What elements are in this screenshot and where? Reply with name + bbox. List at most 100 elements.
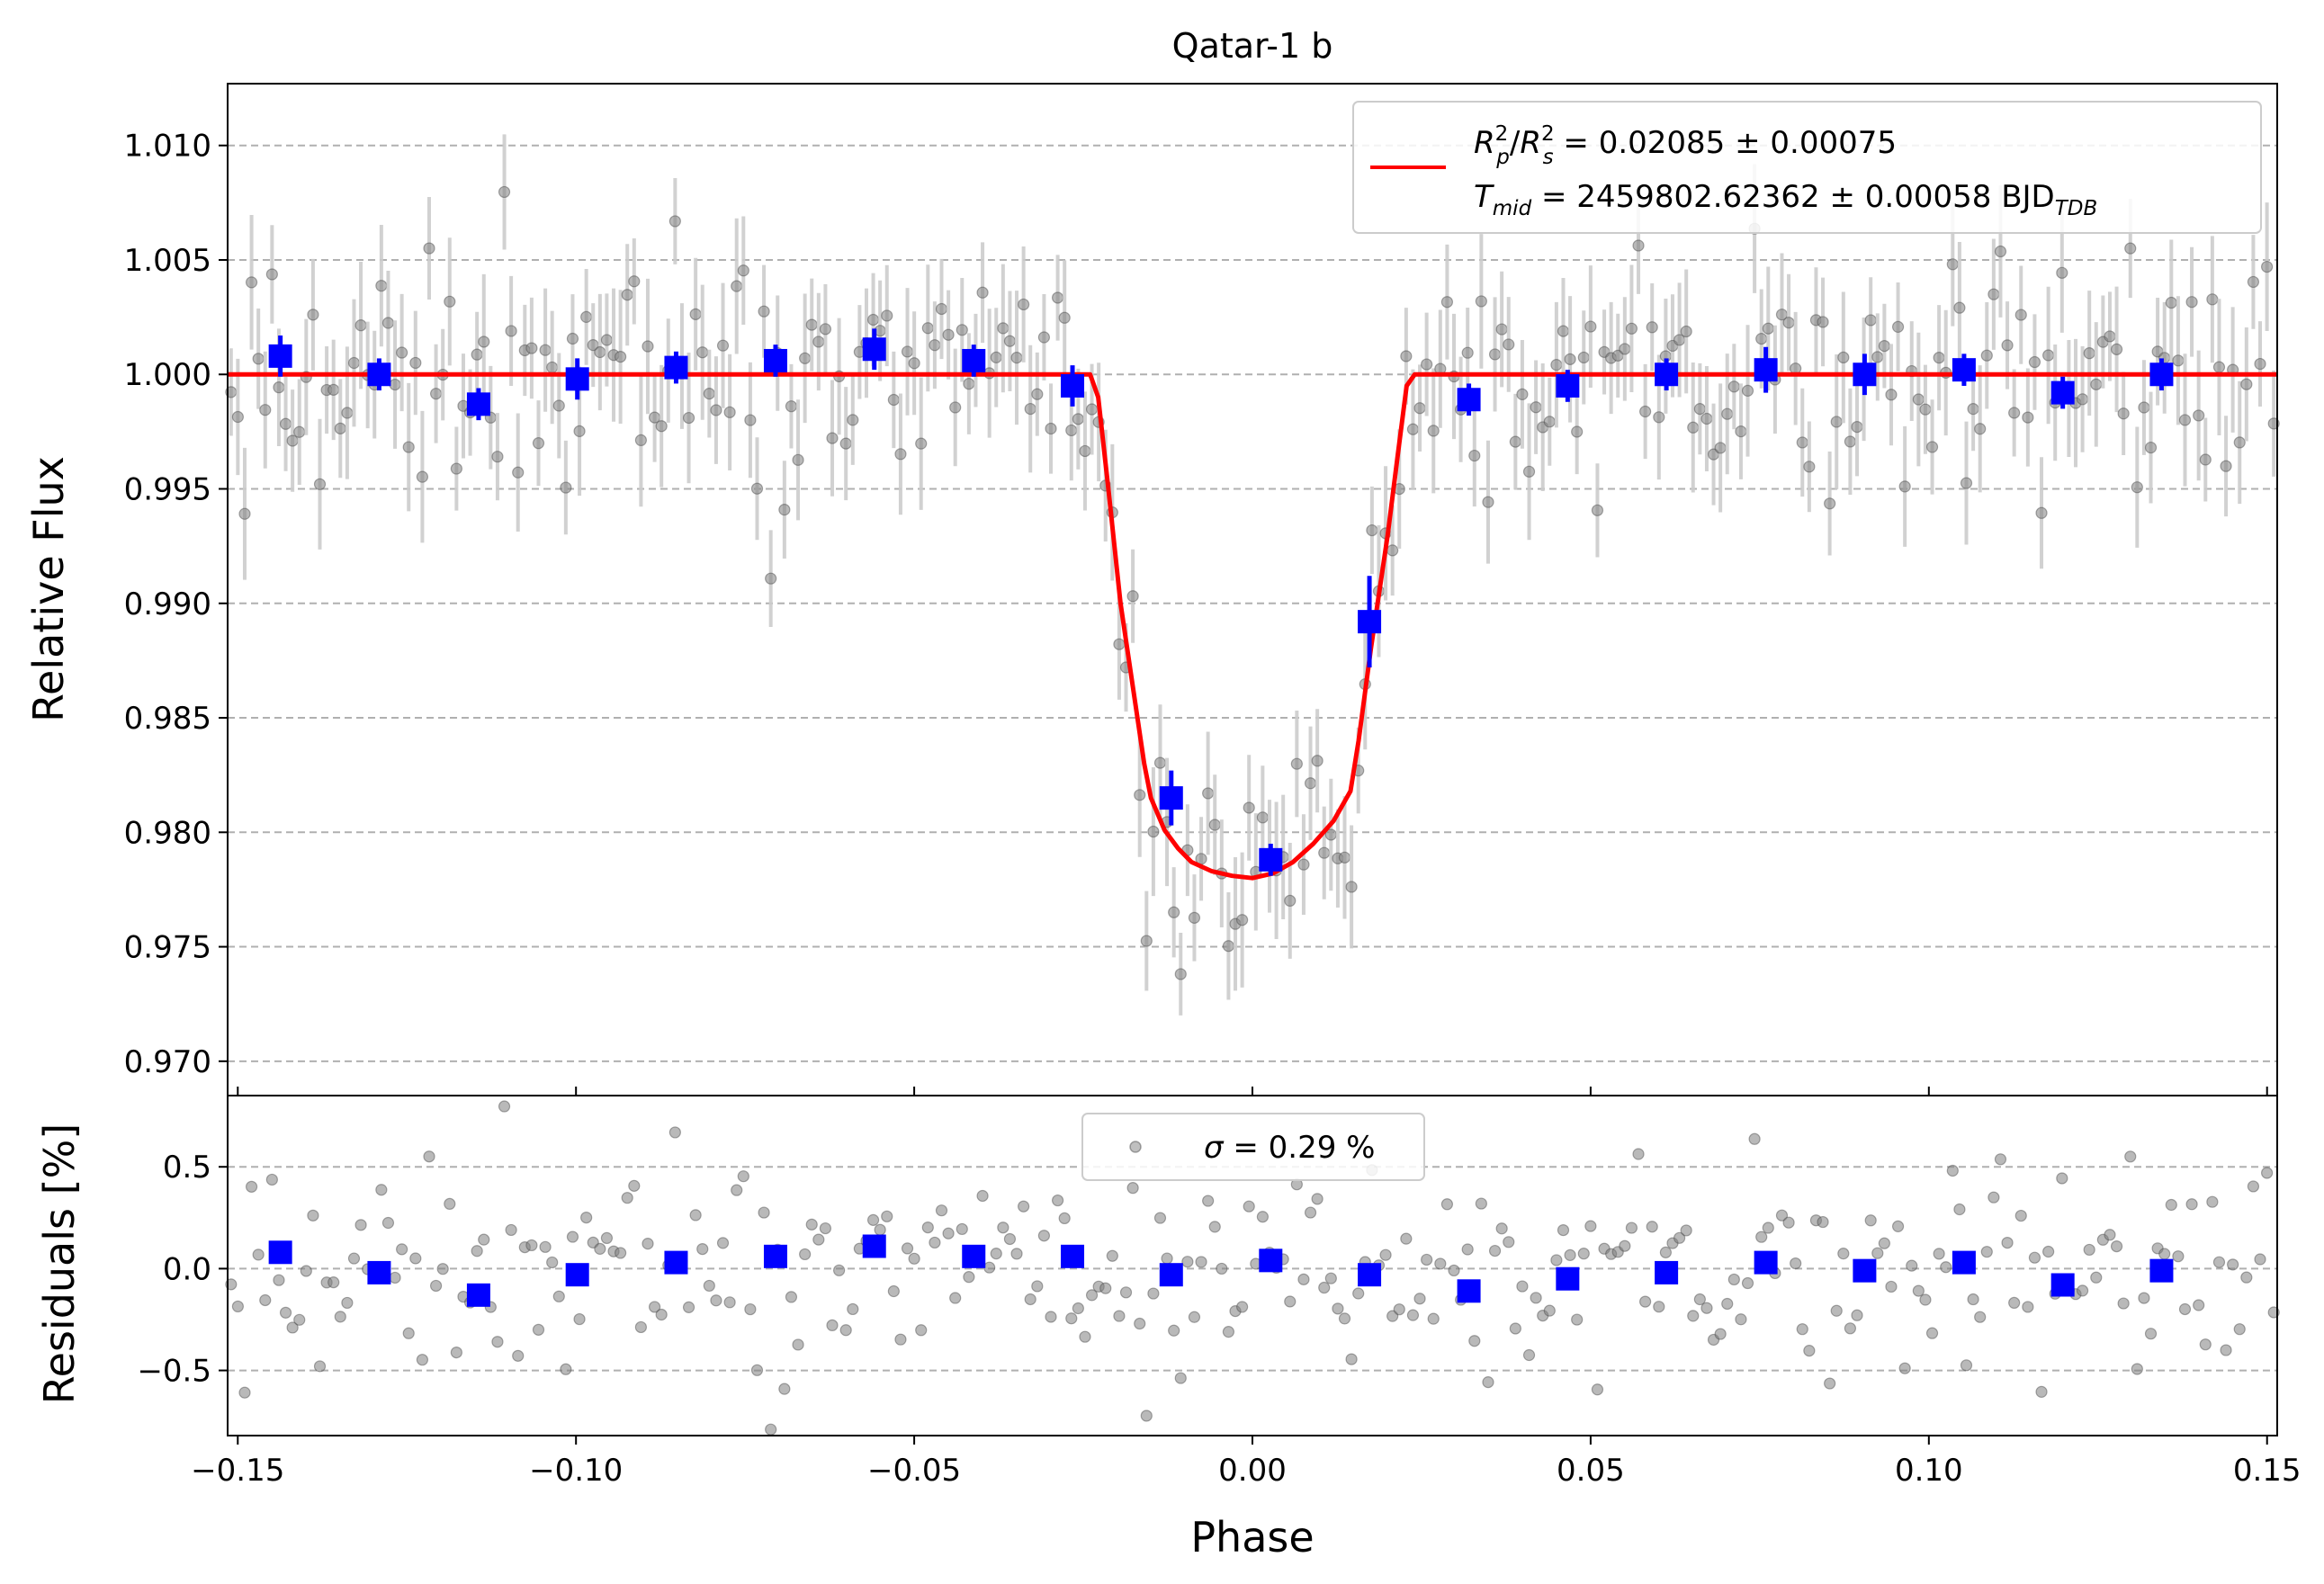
raw-residual-point <box>396 1243 408 1256</box>
raw-flux-point <box>313 478 327 490</box>
raw-residual-point <box>1796 1323 1808 1336</box>
raw-residual-point <box>2199 1338 2212 1351</box>
raw-flux-point <box>894 448 907 461</box>
raw-flux-point <box>819 323 832 336</box>
raw-flux-point <box>1297 858 1310 871</box>
raw-residual-point <box>799 1248 812 1261</box>
legend-tmid-entry: Tmid = 2459802.62362 ± 0.00058 BJDTDB <box>1474 179 2097 220</box>
flux-y-tick-label: 1.000 <box>124 357 211 393</box>
raw-flux-point <box>792 453 804 466</box>
raw-flux-point <box>491 451 504 463</box>
flux-axes-frame <box>227 83 2278 1096</box>
raw-residual-point <box>1413 1293 1426 1305</box>
legend-sigma-entry: σ = 0.29 % <box>1204 1130 1375 1166</box>
raw-flux-point <box>1988 288 2000 300</box>
raw-flux-point <box>1851 420 1863 434</box>
x-tick-label: −0.15 <box>191 1453 284 1489</box>
raw-residual-point <box>866 1213 880 1226</box>
raw-residual-point <box>1311 1193 1324 1205</box>
raw-flux-point <box>1475 295 1487 308</box>
raw-flux-point <box>471 348 483 361</box>
raw-flux-point <box>1871 351 1884 363</box>
raw-residual-point <box>887 1284 900 1298</box>
raw-flux-point <box>307 309 319 321</box>
raw-flux-point <box>847 414 859 426</box>
raw-flux-point <box>1037 331 1051 344</box>
raw-flux-point <box>949 401 962 414</box>
legend-depth-entry: R2 p/R2 s = 0.02085 ± 0.00075 <box>1474 122 1897 169</box>
raw-residual-point <box>1933 1248 1945 1260</box>
raw-residual-point <box>2138 1292 2150 1304</box>
binned-residual-point <box>962 1244 986 1268</box>
raw-residual-point <box>1243 1200 1255 1213</box>
raw-flux-point <box>990 351 1002 363</box>
raw-flux-point <box>689 308 702 320</box>
raw-residual-point <box>642 1238 654 1250</box>
binned-residual-point <box>664 1250 688 1275</box>
raw-residual-point <box>1427 1312 1440 1325</box>
flux-y-tick-label: 0.990 <box>124 586 211 622</box>
raw-residual-point <box>668 1126 681 1139</box>
raw-residual-point <box>750 1364 764 1376</box>
raw-residual-point <box>935 1204 948 1217</box>
raw-residual-point <box>874 1223 886 1236</box>
raw-residual-point <box>1844 1322 1857 1335</box>
raw-flux-point <box>1933 352 1945 364</box>
raw-residual-point <box>532 1323 545 1336</box>
raw-residual-point <box>963 1271 975 1284</box>
raw-flux-point <box>1885 389 1898 401</box>
binned-flux-point <box>1061 373 1085 398</box>
raw-residual-point <box>1045 1311 1057 1323</box>
raw-residual-point <box>826 1319 839 1332</box>
raw-residual-point <box>580 1212 593 1224</box>
residuals-panel: −0.5 0.0 0.5 −0.15 −0.10 −0.05 0.00 0.05 0.10 0.… <box>35 1095 2302 1562</box>
raw-flux-point <box>573 425 586 437</box>
raw-residual-point <box>648 1301 661 1313</box>
raw-flux-point <box>615 351 627 363</box>
raw-residual-point <box>1181 1256 1194 1268</box>
raw-flux-point <box>279 417 292 430</box>
raw-flux-point <box>750 482 764 495</box>
raw-residual-point <box>1482 1376 1494 1389</box>
residual-y-axis-label: Residuals [%] <box>35 1123 84 1404</box>
legend-depth-value: = 0.02085 ± 0.00075 <box>1554 125 1897 161</box>
raw-residual-point <box>1318 1281 1331 1294</box>
binned-residual-point <box>2149 1258 2174 1283</box>
raw-residual-point <box>1147 1287 1160 1300</box>
raw-flux-point <box>621 289 633 301</box>
raw-residual-point <box>983 1261 996 1274</box>
raw-flux-point <box>1550 359 1563 371</box>
raw-residual-point <box>2131 1363 2143 1375</box>
raw-flux-point <box>1072 413 1084 425</box>
raw-flux-point <box>560 481 572 494</box>
x-tick-label: −0.05 <box>867 1453 961 1489</box>
raw-residual-point <box>307 1209 319 1222</box>
raw-flux-point <box>1290 757 1303 770</box>
raw-flux-point <box>539 344 552 356</box>
raw-flux-point <box>354 319 367 332</box>
raw-flux-point <box>328 383 340 396</box>
transit-model-line <box>228 371 2277 881</box>
raw-flux-point <box>1830 416 1843 428</box>
flux-y-tick-label: 0.970 <box>124 1044 211 1080</box>
raw-flux-point <box>1168 906 1180 918</box>
raw-flux-point <box>1338 851 1351 864</box>
raw-flux-point <box>1864 314 1877 327</box>
raw-flux-point <box>703 388 715 400</box>
raw-residual-point <box>1619 1239 1631 1252</box>
raw-residual-point <box>429 1279 443 1293</box>
raw-flux-point <box>341 407 354 419</box>
raw-residual-point <box>1960 1359 1973 1372</box>
raw-flux-point <box>265 268 278 281</box>
raw-flux-point <box>1400 350 1413 362</box>
raw-residual-point <box>942 1227 955 1239</box>
raw-residual-point <box>682 1301 695 1313</box>
raw-flux-point <box>600 334 614 346</box>
raw-flux-point <box>2172 354 2185 367</box>
raw-flux-point <box>1345 881 1358 893</box>
raw-residual-point <box>881 1210 893 1222</box>
raw-residual-point <box>328 1276 340 1289</box>
raw-residual-point <box>1400 1232 1413 1245</box>
raw-flux-point <box>628 275 641 288</box>
raw-residual-point <box>1488 1244 1502 1257</box>
